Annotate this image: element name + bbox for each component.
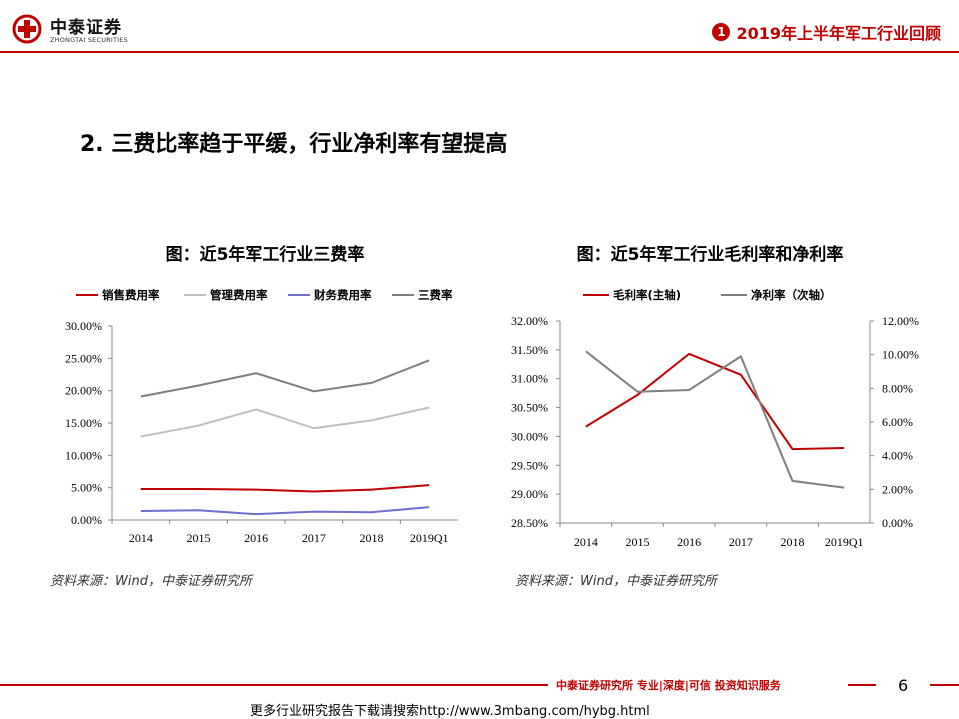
chart2-title: 图：近5年军工行业毛利率和净利率: [576, 245, 844, 265]
page-title: 2. 三费比率趋于平缓，行业净利率有望提高: [80, 132, 508, 157]
chart2-right-y-tick-label: 8.00%: [882, 381, 913, 395]
chart2-x-tick-label: 2019Q1: [825, 535, 864, 549]
chart1-source: 资料来源：Wind，中泰证券研究所: [50, 574, 252, 589]
chart2-source: 资料来源：Wind，中泰证券研究所: [515, 574, 717, 589]
chart2-x-tick-label: 2016: [677, 535, 701, 549]
chart1-x-tick-label: 2018: [360, 531, 384, 545]
chart1-x-tick-label: 2016: [244, 531, 268, 545]
chart2-x-tick-label: 2014: [574, 535, 598, 549]
chart2-right-y-tick-label: 6.00%: [882, 415, 913, 429]
chart1-y-tick-label: 30.00%: [65, 319, 102, 333]
chart2-left-y-tick-label: 30.50%: [511, 401, 548, 415]
chart2-series-line-0: [585, 352, 845, 451]
chart1-y-tick-label: 25.00%: [65, 351, 102, 365]
chart2-x-tick-label: 2018: [781, 535, 805, 549]
chart2-right-y-tick-label: 10.00%: [882, 348, 919, 362]
chart1-y-tick-label: 20.00%: [65, 384, 102, 398]
chart1-legend-label: 三费率: [418, 288, 453, 302]
chart2-legend-label: 净利率（次轴）: [751, 288, 832, 302]
logo-icon: [12, 14, 42, 44]
chart1-series-line-3: [140, 359, 430, 398]
chart2-left-y-tick-label: 28.50%: [511, 516, 548, 530]
company-logo: 中泰证券 ZHONGTAI SECURITIES: [12, 12, 152, 48]
chart2-left-y-tick-label: 31.50%: [511, 343, 548, 357]
header-divider: [0, 51, 959, 53]
chart1-y-tick-label: 5.00%: [71, 481, 102, 495]
chart2-series-line-1: [585, 350, 845, 489]
chart2-left-y-tick-label: 29.50%: [511, 458, 548, 472]
chart2-svg: 28.50% 29.00% 29.50% 30.00% 30.50% 31.00% 31.5…: [511, 288, 919, 549]
chart1-y-tick-label: 10.00%: [65, 448, 102, 462]
chart1-x-tick-label: 2019Q1: [410, 531, 449, 545]
chart2-left-y-tick-label: 32.00%: [511, 314, 548, 328]
chart1-series-line-1: [140, 406, 430, 438]
chart1-title: 图：近5年军工行业三费率: [165, 245, 365, 265]
section-badge: 1 2019年上半年军工行业回顾: [712, 20, 941, 44]
page-number: 6: [898, 676, 909, 695]
chart1-x-tick-label: 2015: [187, 531, 211, 545]
chart1-svg: 0.00% 5.00% 10.00% 15.00% 20.00% 25.00% 30.00%…: [65, 288, 458, 545]
chart1-x-tick-label: 2014: [129, 531, 153, 545]
chart2-legend-label: 毛利率(主轴): [613, 288, 681, 302]
chart2-left-y-tick-label: 29.00%: [511, 487, 548, 501]
chart1-y-tick-label: 15.00%: [65, 416, 102, 430]
logo-text-en: ZHONGTAI SECURITIES: [50, 36, 128, 44]
chart2-x-tick-label: 2017: [729, 535, 753, 549]
chart2-right-y-tick-label: 2.00%: [882, 482, 913, 496]
footer-brand: 中泰证券研究所 专业|深度|可信 投资知识服务: [556, 679, 781, 692]
chart2-left-y-tick-label: 30.00%: [511, 429, 548, 443]
chart2-right-y-tick-label: 0.00%: [882, 516, 913, 530]
chart1-legend-label: 财务费用率: [313, 288, 372, 302]
footer-divider-far-right: [930, 684, 959, 686]
chart1-legend-label: 管理费用率: [210, 288, 268, 302]
footer-divider-right: [848, 684, 876, 686]
chart1-series-line-2: [140, 506, 430, 516]
section-number: 1: [712, 23, 731, 41]
chart1-legend-label: 销售费用率: [102, 288, 160, 302]
section-title: 2019年上半年军工行业回顾: [736, 24, 941, 43]
chart2-right-y-tick-label: 12.00%: [882, 314, 919, 328]
chart1-x-tick-label: 2017: [302, 531, 326, 545]
chart2-left-y-tick-label: 31.00%: [511, 372, 548, 386]
chart2-right-y-tick-label: 4.00%: [882, 449, 913, 463]
download-note: 更多行业研究报告下载请搜索http://www.3mbang.com/hybg.…: [250, 704, 650, 719]
footer-divider-left: [0, 684, 548, 686]
chart2-x-tick-label: 2015: [626, 535, 650, 549]
chart1-y-tick-label: 0.00%: [71, 513, 102, 527]
logo-text-cn: 中泰证券: [50, 18, 122, 38]
chart1-series-line-0: [140, 484, 430, 493]
